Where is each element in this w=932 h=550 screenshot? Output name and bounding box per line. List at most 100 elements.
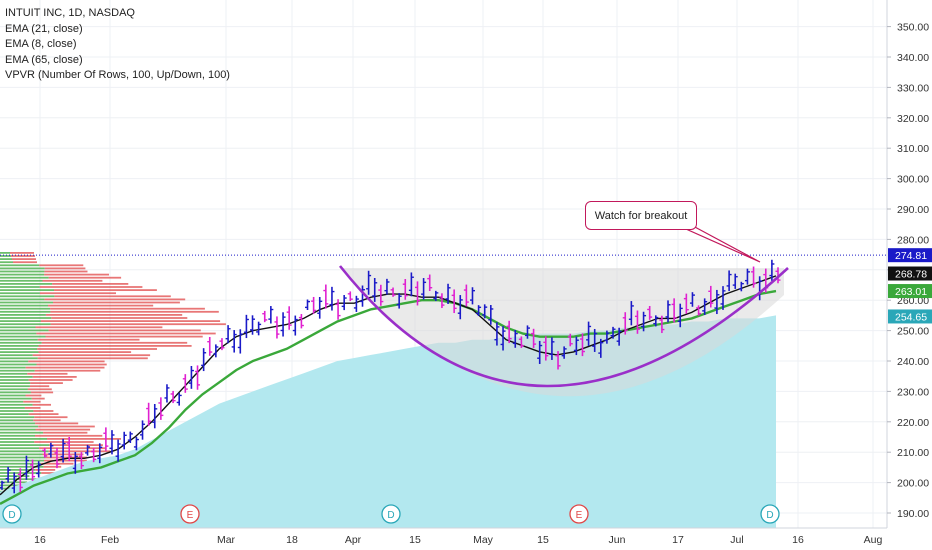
x-axis: 16 Feb Mar 18 Apr 15 May 15 Jun 17 Jul 16 Aug [0,527,887,546]
event-circle-2 [381,504,401,524]
x-tick-label-0: 16 [34,534,46,546]
vp-up-47 [0,397,32,400]
vp-down-63 [39,447,107,450]
y-tick-label-13: 320.00 [897,113,929,125]
vp-down-17 [48,304,154,307]
vp-down-14 [54,295,171,298]
x-tick-label-10: Jul [730,534,743,546]
vp-up-59 [0,434,35,437]
cup-shade [340,268,784,397]
vp-down-29 [41,341,188,344]
vp-up-40 [0,376,33,378]
vp-up-61 [0,441,35,443]
vp-up-29 [0,341,42,344]
y-tick-label-0: 190.00 [897,508,929,520]
vp-down-12 [54,289,157,291]
vp-down-30 [38,345,192,347]
vp-up-10 [0,283,53,285]
y-tick-label-12: 310.00 [897,143,929,155]
vp-up-26 [0,332,37,335]
vp-up-60 [0,438,47,440]
price-label-box-2 [888,284,932,299]
vp-up-64 [0,450,49,453]
vp-up-34 [0,357,38,360]
y-tick-label-4: 230.00 [897,386,929,398]
event-marker-0: D [2,504,22,524]
vp-down-40 [32,376,77,378]
x-tick-label-8: Jun [609,534,626,546]
volume-profile [0,252,226,499]
y-tick-label-9: 280.00 [897,234,929,246]
event-marker-1: E [180,504,200,524]
y-tick-label-1: 200.00 [897,478,929,490]
event-circle-1 [180,504,200,524]
vp-down-26 [36,332,216,335]
vp-up-30 [0,345,39,347]
vp-down-8 [48,276,122,279]
legend-ema8: EMA (8, close) [5,38,77,50]
vp-down-38 [34,369,101,372]
vp-up-51 [0,410,34,412]
vp-up-50 [0,407,25,409]
vp-down-15 [44,298,186,301]
x-tick-label-6: May [473,534,494,546]
vp-down-53 [34,416,68,419]
vp-down-62 [49,444,103,446]
vp-up-67 [0,459,44,462]
vp-up-12 [0,289,54,291]
vp-down-21 [51,317,188,319]
event-label-4: D [766,510,773,521]
vp-down-34 [37,357,148,360]
event-label-1: E [187,510,194,521]
legend-vpvr: VPVR (Number Of Rows, 100, Up/Down, 100) [5,69,230,81]
vp-up-4 [0,264,40,267]
price-label-box-3 [888,309,932,324]
vp-up-3 [0,261,13,264]
vp-up-46 [0,394,26,397]
vp-up-41 [0,379,29,381]
vp-down-1 [11,255,35,257]
vp-up-21 [0,317,52,319]
vp-down-4 [39,264,84,267]
vp-down-37 [25,366,105,369]
vp-down-27 [45,335,203,338]
vp-up-53 [0,416,35,419]
event-circle-0 [2,504,22,524]
vp-down-22 [40,320,221,322]
vp-up-1 [0,255,11,257]
price-label-box-0 [888,248,932,263]
vp-up-36 [0,363,37,366]
vp-up-16 [0,301,53,304]
vp-up-2 [0,258,12,260]
vp-down-36 [36,363,107,366]
price-label-0: 274.81 [895,250,927,262]
vp-down-23 [50,323,226,326]
vp-down-24 [35,326,163,329]
cup-curve [338,265,789,388]
vp-down-67 [44,459,87,462]
vp-up-42 [0,382,31,384]
vp-up-6 [0,270,45,273]
price-bars [0,259,781,494]
x-tick-label-11: 16 [792,534,804,546]
vp-up-69 [0,465,44,468]
cup-arc [338,265,789,388]
ema-8-line [0,275,777,496]
vp-down-50 [24,407,41,409]
event-marker-3: E [569,504,589,524]
y-tick-label-2: 210.00 [897,447,929,459]
vp-up-58 [0,431,44,434]
vp-down-25 [48,329,201,332]
event-circle-4 [760,504,780,524]
cup-fill [340,268,784,397]
vp-down-44 [27,388,52,391]
vp-down-11 [39,286,143,288]
y-tick-label-11: 300.00 [897,174,929,186]
vp-down-60 [47,438,121,440]
vp-up-22 [0,320,41,322]
vp-down-52 [28,413,59,415]
vp-up-68 [0,462,41,465]
vp-down-3 [13,261,37,264]
price-label-box-1 [888,266,932,281]
